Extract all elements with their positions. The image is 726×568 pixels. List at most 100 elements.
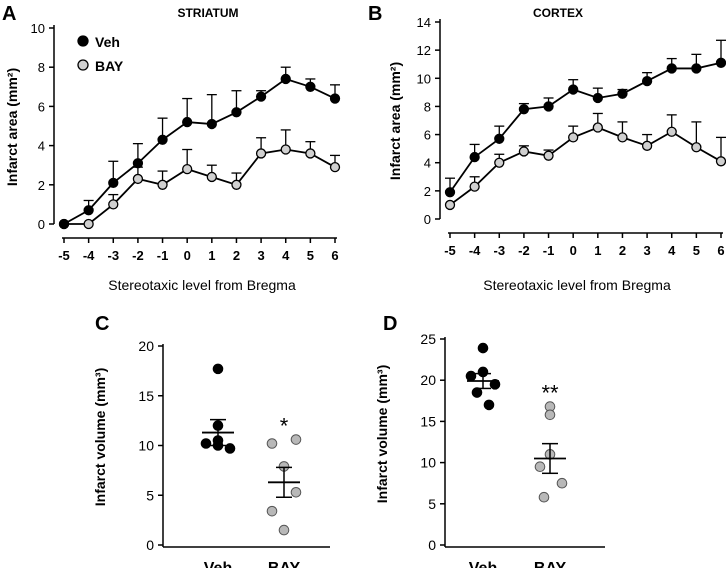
chart-a-bay-point [182,163,193,175]
chart-a-bay-line [64,148,336,225]
chart-a-veh-point [182,116,193,128]
chart-b-y-tick-label: 12 [417,43,431,58]
chart-c-veh-point [224,443,236,454]
chart-b-veh-point [568,84,579,95]
chart-b-x-tick-label: 4 [668,243,676,258]
chart-a-bay-point [108,199,119,210]
chart-a-veh-point [83,205,94,216]
chart-d-y-tick-label: 5 [428,496,436,512]
chart-d-ylabel: Infarct volume (mm³) [374,365,390,503]
chart-c-bay-point [278,524,290,536]
chart-d-y-tick-label: 0 [428,537,436,553]
chart-a-veh-point [305,81,316,92]
chart-b-veh-point [592,92,603,104]
chart-b-bay-point [568,132,579,143]
chart-b-y-tick-label: 0 [424,212,431,227]
chart-b-bay-point [666,126,677,137]
chart-a-x-tick-label: -2 [132,248,144,263]
chart-b-x-tick-label: 2 [619,243,626,258]
chart-b-bay-point [518,146,530,157]
chart-b-x-tick-label: 6 [717,243,724,258]
chart-c-y-tick-label: 20 [138,338,154,354]
chart-d-veh-point [477,342,489,354]
chart-a-bay-point [329,162,341,173]
chart-c-category-label: BAY [268,560,301,568]
chart-b-y-tick-label: 4 [424,156,431,171]
chart-a-y-tick-label: 2 [38,178,45,193]
chart-b-bay-point [494,157,505,168]
legend-bay-marker [77,59,89,71]
chart-a-bay-point [157,179,168,190]
chart-a-ylabel: Infarct area (mm²) [4,68,20,186]
chart-b-x-tick-label: -2 [518,243,530,258]
chart-b-veh-point [666,63,677,74]
chart-a-x-tick-label: 0 [184,248,191,263]
chart-a-bay-point [206,171,217,183]
chart-c-bay-significance: * [280,414,289,439]
chart-a-x-tick-label: 2 [233,248,240,263]
chart-c-y-tick-label: 0 [146,537,154,553]
chart-b-bay-line [449,126,722,206]
chart-c-bay-point [266,438,278,449]
chart-c-y-tick-label: 5 [146,487,154,503]
chart-a-x-tick-label: -4 [83,248,95,263]
chart-a-bay-point [231,179,242,190]
chart-a-bay-point [255,148,267,159]
chart-a-bay-point [305,148,316,159]
chart-b-veh-point [543,101,554,112]
chart-a-veh-point [132,158,144,169]
chart-d-y-tick-label: 20 [420,372,436,388]
chart-d-y-tick-label: 25 [420,331,436,347]
chart-a-x-tick-label: 4 [282,248,290,263]
chart-b-veh-point [469,151,480,163]
chart-b-x-tick-label: 1 [594,243,601,258]
chart-a-bay-point [280,144,291,155]
chart-a-x-tick-label: 3 [257,248,264,263]
chart-a-legend: Veh BAY [77,34,124,74]
chart-d-veh-point [471,387,483,398]
chart-d-bay-point [556,477,568,489]
chart-b-title: CORTEX [533,6,583,20]
chart-a-striatum: 0 2 4 6 8 10 -5 -4 -3 -2 -1 0 1 2 3 4 5 6 [31,21,341,263]
chart-a-veh-point [231,107,242,118]
chart-d-category-label: Veh [469,560,497,568]
chart-b-x-tick-label: 5 [693,243,700,258]
chart-b-y-tick-label: 14 [417,15,431,30]
chart-d-bay-point [544,409,556,421]
chart-b-bay-point [715,156,726,167]
chart-a-y-tick-label: 8 [38,60,45,75]
chart-b-bay-point [617,132,628,143]
chart-d-bay-point [538,491,550,503]
panel-letter-c: C [95,313,109,335]
chart-c-bay-point [290,486,302,498]
chart-b-y-tick-label: 10 [417,71,431,86]
chart-a-y-tick-label: 4 [38,139,45,154]
chart-c-category-label: Veh [204,560,232,568]
chart-b-x-tick-label: -4 [469,243,481,258]
chart-b-veh-point [715,57,726,68]
chart-a-veh-point [329,93,341,104]
chart-c-ylabel: Infarct volume (mm³) [92,368,108,506]
chart-a-x-tick-label: 5 [307,248,314,263]
chart-d-y-tick-label: 15 [420,413,436,429]
chart-b-ylabel: Infarct area (mm²) [387,62,403,180]
chart-a-xlabel: Stereotaxic level from Bregma [108,277,296,293]
chart-b-x-tick-label: 3 [643,243,650,258]
chart-b-bay-point [592,122,603,133]
chart-b-veh-point [691,63,702,74]
chart-b-veh-point [518,104,530,115]
chart-b-veh-point [641,75,653,87]
chart-a-bay-point [83,218,94,230]
chart-b-veh-point [494,133,505,144]
panel-letter-b: B [368,3,382,25]
chart-b-x-tick-label: -3 [493,243,505,258]
chart-a-x-tick-label: 6 [331,248,338,263]
chart-a-x-tick-label: -5 [58,248,70,263]
chart-a-x-tick-label: 1 [208,248,215,263]
chart-b-bay-point [641,140,653,151]
chart-a-veh-point [206,118,217,130]
chart-a-veh-point [157,134,168,145]
chart-b-x-tick-label: -5 [444,243,456,258]
chart-c-y-tick-label: 10 [138,438,154,454]
